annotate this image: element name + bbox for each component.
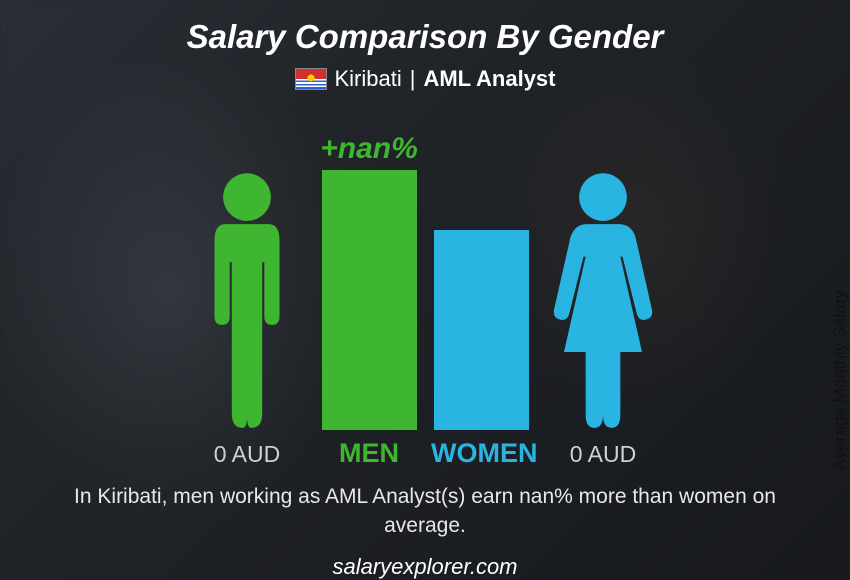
men-icon-column [187, 170, 307, 430]
men-category-label: MEN [319, 438, 419, 469]
subtitle-row: Kiribati | AML Analyst [295, 66, 556, 92]
women-icon-column [543, 170, 663, 430]
page-title: Salary Comparison By Gender [187, 18, 664, 56]
country-label: Kiribati [335, 66, 402, 92]
men-bar [322, 170, 417, 430]
women-bar [434, 230, 529, 430]
job-title-label: AML Analyst [423, 66, 555, 92]
women-bar-column [431, 230, 531, 430]
male-person-icon [192, 170, 302, 430]
women-category-label: WOMEN [431, 438, 531, 469]
men-value-label: 0 AUD [187, 441, 307, 468]
female-person-icon [548, 170, 658, 430]
percent-difference-label: +nan% [320, 132, 418, 166]
separator: | [410, 66, 416, 92]
labels-row: 0 AUD MEN WOMEN 0 AUD [125, 438, 725, 469]
kiribati-flag-icon [295, 68, 327, 90]
y-axis-label: Average Monthly Salary [830, 290, 850, 470]
content-container: Salary Comparison By Gender Kiribati | A… [0, 0, 850, 580]
men-bar-column: +nan% [319, 132, 419, 430]
women-value-label: 0 AUD [543, 441, 663, 468]
chart-area: +nan% [125, 112, 725, 430]
site-attribution: salaryexplorer.com [332, 554, 517, 580]
caption-text: In Kiribati, men working as AML Analyst(… [45, 483, 805, 540]
